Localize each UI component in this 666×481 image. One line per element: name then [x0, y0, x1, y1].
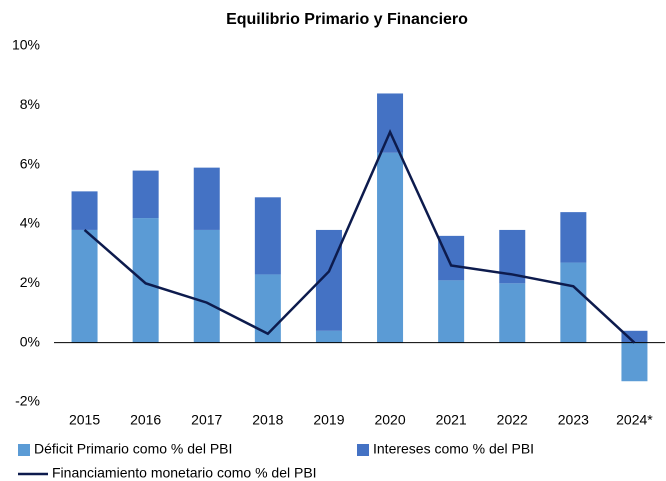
bar	[315, 330, 342, 343]
bar	[560, 212, 587, 263]
x-tick-label: 2015	[69, 412, 100, 428]
line	[83, 128, 636, 344]
bar	[621, 342, 648, 382]
bar	[71, 229, 98, 343]
legend-swatch	[357, 444, 369, 456]
x-tick-label: 2021	[436, 412, 467, 428]
y-tick-label: 6%	[20, 155, 40, 171]
bar	[621, 330, 648, 343]
y-tick-label: 8%	[20, 96, 40, 112]
y-tick-label: 0%	[20, 333, 40, 349]
y-tick-label: 10%	[12, 37, 40, 53]
bar	[254, 197, 281, 275]
y-tick-label: -2%	[15, 393, 40, 409]
y-tick-label: 4%	[20, 215, 40, 231]
legend-label: Intereses como % del PBI	[373, 441, 534, 457]
bar	[377, 93, 404, 153]
y-tick-label: 2%	[20, 274, 40, 290]
bar	[132, 170, 159, 219]
legend-swatch	[18, 444, 30, 456]
bar	[438, 235, 465, 281]
x-tick-label: 2017	[191, 412, 222, 428]
x-tick-label: 2022	[497, 412, 528, 428]
x-tick-label: 2019	[313, 412, 344, 428]
bar	[71, 191, 98, 230]
x-tick-label: 2023	[558, 412, 589, 428]
x-tick-label: 2020	[374, 412, 405, 428]
bar	[377, 152, 404, 343]
chart-title: Equilibrio Primario y Financiero	[226, 11, 468, 28]
bar	[560, 262, 587, 343]
x-tick-label: 2016	[130, 412, 161, 428]
x-tick-label: 2018	[252, 412, 283, 428]
bar	[193, 167, 220, 230]
legend-label: Financiamiento monetario como % del PBI	[52, 465, 317, 481]
bar	[132, 218, 159, 343]
legend-label: Déficit Primario como % del PBI	[34, 441, 232, 457]
bar	[438, 280, 465, 343]
bar	[193, 229, 220, 343]
bar	[254, 274, 281, 343]
x-tick-label: 2024*	[616, 412, 653, 428]
bar	[499, 283, 526, 343]
